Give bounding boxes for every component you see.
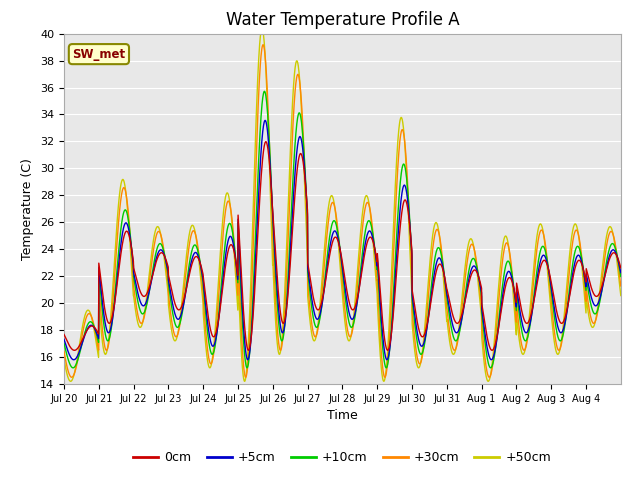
Text: SW_met: SW_met [72,48,125,60]
Y-axis label: Temperature (C): Temperature (C) [22,158,35,260]
X-axis label: Time: Time [327,409,358,422]
Title: Water Temperature Profile A: Water Temperature Profile A [225,11,460,29]
Legend: 0cm, +5cm, +10cm, +30cm, +50cm: 0cm, +5cm, +10cm, +30cm, +50cm [129,446,556,469]
